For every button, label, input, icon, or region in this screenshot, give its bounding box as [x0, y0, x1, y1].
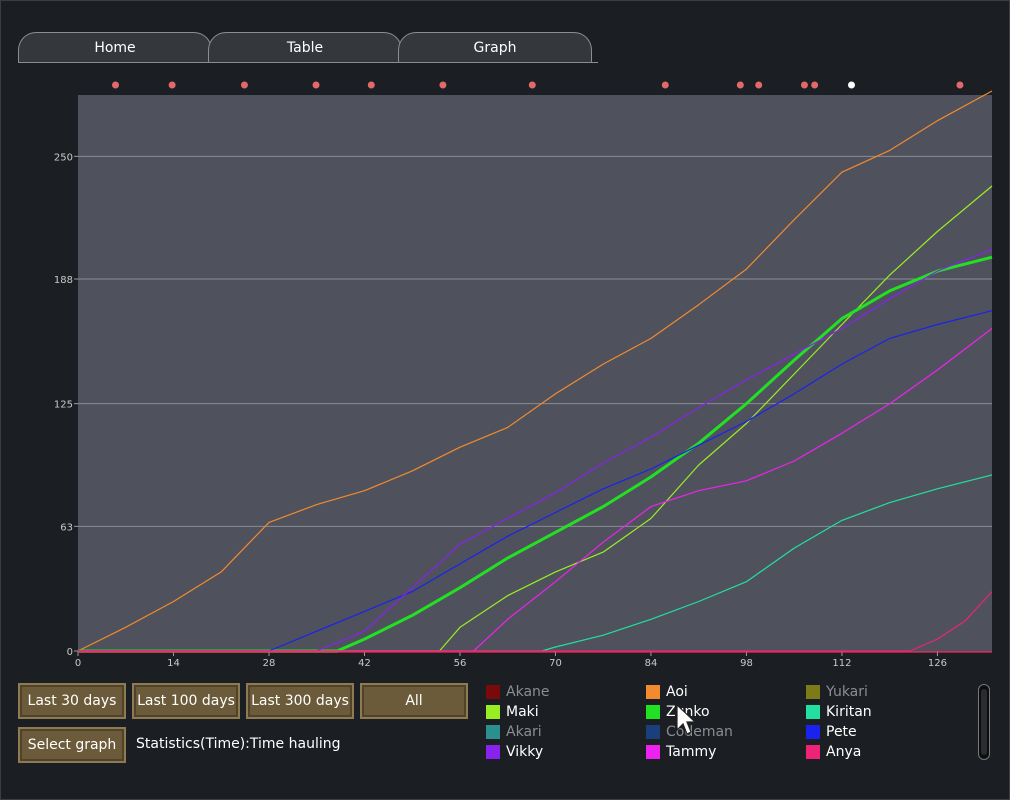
legend-label: Maki: [506, 704, 539, 720]
x-tick-label: 28: [263, 658, 276, 669]
statistics-status-label: Statistics(Time):Time hauling: [136, 736, 341, 752]
x-tick-label: 112: [832, 658, 851, 669]
event-marker[interactable]: [800, 81, 808, 89]
legend-swatch: [486, 725, 500, 739]
legend-swatch: [806, 725, 820, 739]
event-marker[interactable]: [755, 81, 763, 89]
event-markers: [112, 81, 964, 89]
legend-item-akane[interactable]: Akane: [486, 683, 550, 701]
event-marker[interactable]: [528, 81, 536, 89]
legend-item-akari[interactable]: Akari: [486, 723, 542, 741]
legend-label: Anya: [826, 744, 862, 760]
legend-label: Tammy: [666, 744, 717, 760]
series-line-zunko: [78, 255, 993, 653]
tab-home[interactable]: Home: [18, 32, 212, 62]
legend-item-vikky[interactable]: Vikky: [486, 743, 543, 761]
series-line-tammy: [78, 328, 993, 652]
legend-swatch: [806, 685, 820, 699]
series-line-maki: [78, 185, 993, 652]
gridlines: [74, 155, 992, 656]
legend-swatch: [486, 705, 500, 719]
legend-swatch: [646, 725, 660, 739]
y-tick-label: 125: [54, 400, 73, 411]
x-tick-label: 14: [167, 658, 180, 669]
y-tick-label: 63: [60, 522, 73, 533]
series-line-aoi: [77, 90, 993, 652]
x-tick-label: 0: [75, 658, 81, 669]
last-300-days-button[interactable]: Last 300 days: [246, 683, 354, 719]
legend-swatch: [646, 705, 660, 719]
event-marker[interactable]: [112, 81, 120, 89]
legend-item-yukari[interactable]: Yukari: [806, 683, 868, 701]
event-marker[interactable]: [661, 81, 669, 89]
plot-area: [78, 95, 992, 652]
x-tick-label: 70: [549, 658, 562, 669]
legend-label: Akane: [506, 684, 550, 700]
event-marker[interactable]: [956, 81, 964, 89]
y-tick-labels: 0 63 125 188 250: [54, 152, 73, 658]
y-tick-label: 250: [54, 152, 73, 163]
y-tick-label: 188: [54, 275, 73, 286]
legend-item-maki[interactable]: Maki: [486, 703, 539, 721]
series-line-pete: [78, 310, 993, 652]
event-marker[interactable]: [312, 81, 320, 89]
legend-label: Codeman: [666, 724, 733, 740]
x-tick-label: 98: [740, 658, 753, 669]
legend-swatch: [486, 745, 500, 759]
series-line-kiritan: [78, 474, 993, 652]
legend-item-aoi[interactable]: Aoi: [646, 683, 688, 701]
last-100-days-button[interactable]: Last 100 days: [132, 683, 240, 719]
tab-bar-underline: [18, 62, 598, 63]
legend-item-codeman[interactable]: Codeman: [646, 723, 733, 741]
tab-graph[interactable]: Graph: [398, 32, 592, 62]
event-marker[interactable]: [168, 81, 176, 89]
event-marker[interactable]: [240, 81, 248, 89]
legend-swatch: [806, 745, 820, 759]
legend-swatch: [486, 685, 500, 699]
legend-label: Yukari: [826, 684, 868, 700]
last-30-days-button[interactable]: Last 30 days: [18, 683, 126, 719]
legend-scrollbar-thumb[interactable]: [981, 689, 987, 755]
legend-label: Aoi: [666, 684, 688, 700]
x-tick-label: 84: [645, 658, 658, 669]
event-marker[interactable]: [439, 81, 447, 89]
event-marker[interactable]: [811, 81, 819, 89]
y-tick-label: 0: [67, 647, 73, 658]
legend-item-anya[interactable]: Anya: [806, 743, 861, 761]
x-axis-strip: [78, 651, 992, 653]
legend-swatch: [646, 685, 660, 699]
x-tick-label: 56: [454, 658, 467, 669]
select-graph-button[interactable]: Select graph: [18, 727, 126, 763]
legend-item-pete[interactable]: Pete: [806, 723, 857, 741]
x-tick-label: 126: [928, 658, 947, 669]
legend-item-tammy[interactable]: Tammy: [646, 743, 716, 761]
legend-label: Kiritan: [826, 704, 872, 720]
legend-label: Akari: [506, 724, 542, 740]
legend-swatch: [646, 745, 660, 759]
x-tick-label: 42: [358, 658, 371, 669]
mouse-cursor-icon: [676, 704, 697, 735]
event-marker[interactable]: [847, 81, 855, 89]
x-tick-labels: 0 14 28 42 56 70 84 98 112 126: [75, 658, 947, 669]
legend-label: Pete: [826, 724, 857, 740]
legend-swatch: [806, 705, 820, 719]
legend-label: Vikky: [506, 744, 544, 760]
series-line-vikky: [78, 248, 993, 652]
all-button[interactable]: All: [360, 683, 468, 719]
event-marker[interactable]: [736, 81, 744, 89]
legend-scrollbar[interactable]: [978, 684, 990, 760]
legend-item-kiritan[interactable]: Kiritan: [806, 703, 872, 721]
line-chart: 0 63 125 188 250 0 14 28 42 56 70 84 98 112 126: [54, 81, 993, 669]
event-marker[interactable]: [367, 81, 375, 89]
tab-table[interactable]: Table: [208, 32, 402, 62]
